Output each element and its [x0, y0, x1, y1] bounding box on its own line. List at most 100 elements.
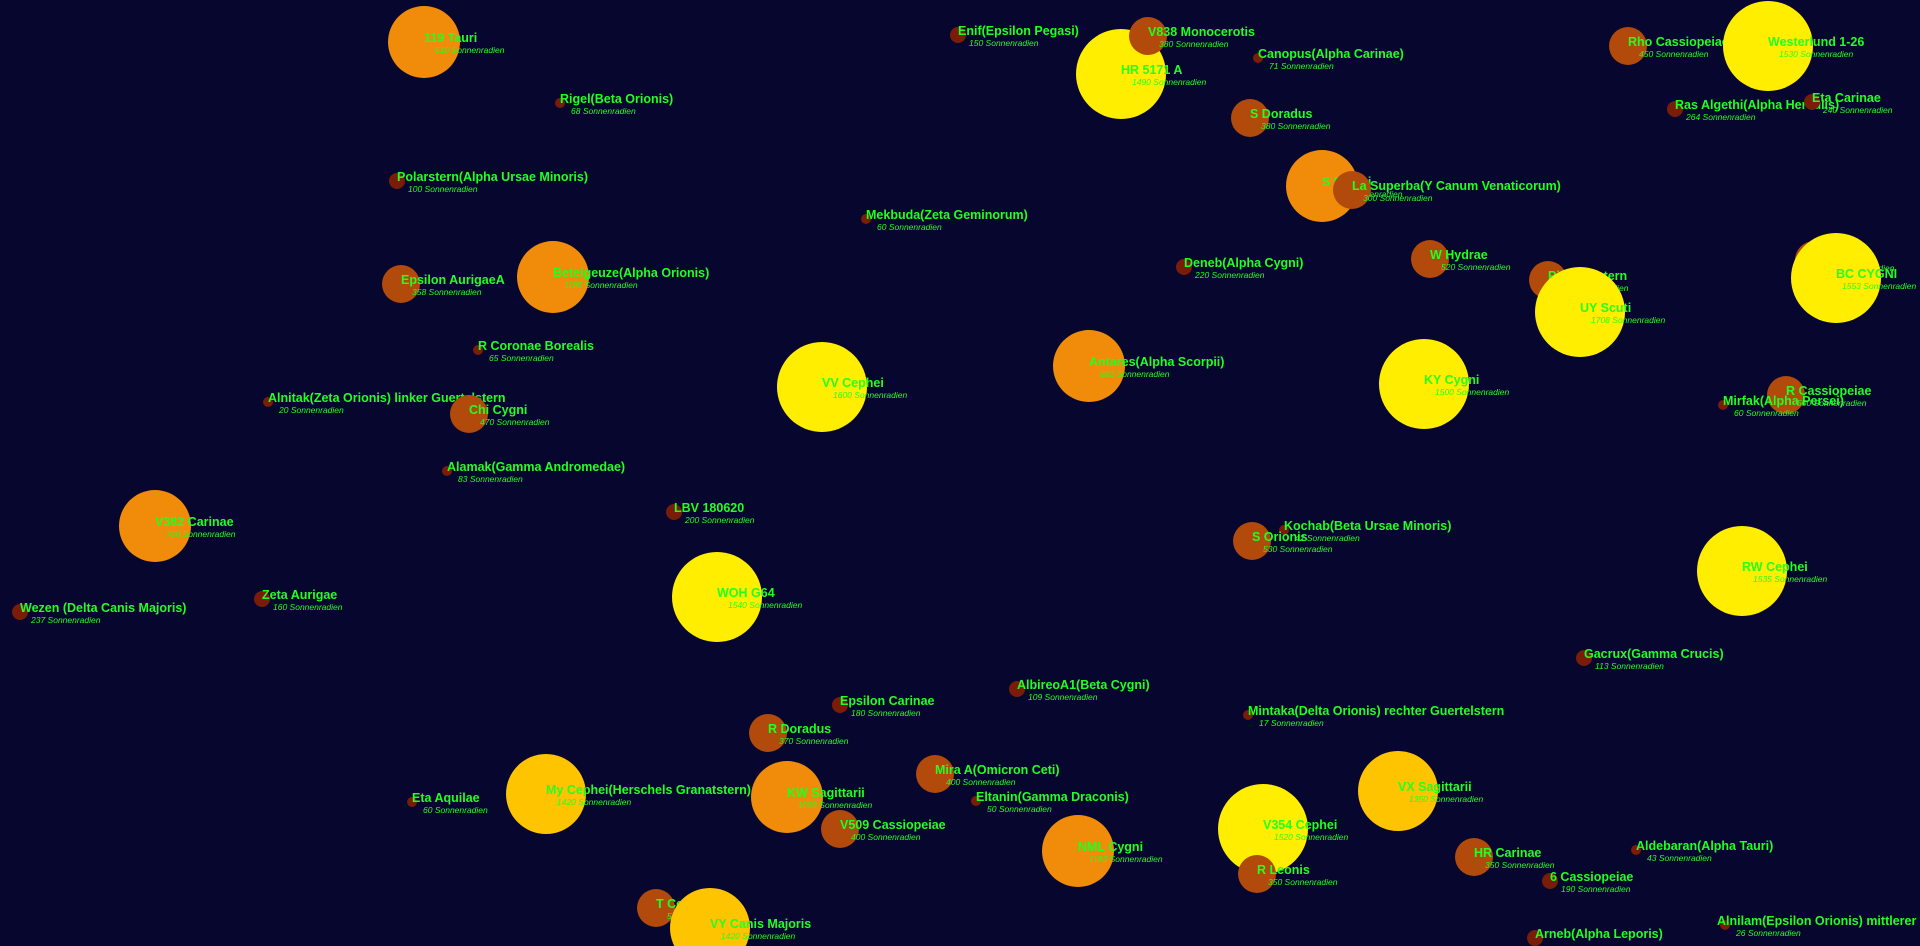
- star-disc: [389, 173, 405, 189]
- star-disc: [119, 490, 191, 562]
- star-radius-label: 113 Sonnenradien: [1595, 661, 1664, 671]
- star-name-label: Eta Carinae: [1812, 91, 1881, 105]
- star-name-label: Wezen (Delta Canis Majoris): [20, 601, 187, 615]
- star-disc: [506, 754, 586, 834]
- star-radius-label: 43 Sonnenradien: [1647, 853, 1712, 863]
- star-radius-label: 300 Sonnenradien: [1363, 193, 1433, 203]
- star-radius-label: 1350 Sonnenradien: [1409, 794, 1484, 804]
- star-name-label: Rigel(Beta Orionis): [560, 92, 674, 106]
- star-name-label: Westerlund 1-26: [1768, 35, 1865, 49]
- star-name-label: Eta Aquilae: [412, 791, 480, 805]
- star-name-label: R Coronae Borealis: [478, 339, 595, 353]
- star-name-label: Deneb(Alpha Cygni): [1184, 256, 1304, 270]
- star-name-label: S Doradus: [1250, 107, 1313, 121]
- star-radius-label: 240 Sonnenradien: [1823, 105, 1893, 115]
- star-name-label: KW Sagittarii: [787, 786, 865, 800]
- star-radius-label: 26 Sonnenradien: [1736, 928, 1801, 938]
- star-name-label: V382 Carinae: [155, 515, 234, 529]
- star-name-label: Gacrux(Gamma Crucis): [1584, 647, 1724, 661]
- star-name-label: Arneb(Alpha Leporis): [1535, 927, 1663, 941]
- star-radius-label: 220 Sonnenradien: [1195, 270, 1265, 280]
- star-disc: [1723, 1, 1813, 91]
- star-radius-label: 1183 Sonnenradien: [1089, 854, 1163, 864]
- star-name-label: HR Carinae: [1474, 846, 1542, 860]
- star-disc: [916, 755, 954, 793]
- star-radius-label: 700 Sonnenradien: [166, 529, 236, 539]
- star-name-label: Alamak(Gamma Andromedae): [447, 460, 626, 474]
- star-disc: [1718, 400, 1728, 410]
- star-name-label: Zeta Aurigae: [262, 588, 338, 602]
- star-disc: [821, 810, 859, 848]
- star-disc: [263, 397, 273, 407]
- star-radius-label: 1180 Sonnenradien: [564, 280, 638, 290]
- star-disc: [1243, 710, 1253, 720]
- star-name-label: Mekbuda(Zeta Geminorum): [866, 208, 1028, 222]
- star-disc: [1609, 27, 1647, 65]
- star-name-label: VY Canis Majoris: [710, 917, 812, 931]
- star-disc: [1667, 101, 1683, 117]
- star-disc: [1527, 930, 1543, 946]
- star-radius-label: 530 Sonnenradien: [1263, 544, 1333, 554]
- star-radius-label: 1490 Sonnenradien: [1132, 77, 1207, 87]
- star-name-label: Aldebaran(Alpha Tauri): [1636, 839, 1774, 853]
- star-disc: [1009, 681, 1025, 697]
- star-radius-label: 264 Sonnenradien: [1686, 112, 1756, 122]
- star-name-label: Mirfak(Alpha Persei): [1723, 394, 1844, 408]
- star-radius-label: 200 Sonnenradien: [685, 515, 755, 525]
- star-radius-label: 380 Sonnenradien: [1261, 121, 1331, 131]
- star-radius-label: 610 Sonnenradien: [435, 45, 505, 55]
- star-name-label: Beteigeuze(Alpha Orionis): [553, 266, 710, 280]
- star-radius-label: 42 Sonnenradien: [1295, 533, 1360, 543]
- star-name-label: Polarstern(Alpha Ursae Minoris): [397, 170, 589, 184]
- star-radius-label: 1535 Sonnenradien: [1753, 574, 1828, 584]
- star-radius-label: 500 Sonnenradien: [1797, 398, 1867, 408]
- star-disc: [1804, 94, 1820, 110]
- star-radius-label: 470 Sonnenradien: [480, 417, 550, 427]
- star-name-label: WOH G64: [717, 586, 775, 600]
- star-name-label: Alnitak(Zeta Orionis) linker Guertelster…: [268, 391, 506, 405]
- star-disc: [1053, 330, 1125, 402]
- star-radius-label: 350 Sonnenradien: [1268, 877, 1338, 887]
- star-name-label: Enif(Epsilon Pegasi): [958, 24, 1079, 38]
- star-name-label: Mira A(Omicron Ceti): [935, 763, 1060, 777]
- star-radius-label: 100 Sonnenradien: [408, 184, 478, 194]
- star-disc: [1358, 751, 1438, 831]
- star-disc: [450, 395, 488, 433]
- star-radius-label: 883 Sonnenradien: [1100, 369, 1170, 379]
- star-disc: [1333, 171, 1371, 209]
- star-disc: [1455, 838, 1493, 876]
- star-disc: [1576, 650, 1592, 666]
- star-name-label: Canopus(Alpha Carinae): [1258, 47, 1404, 61]
- star-disc: [1631, 845, 1641, 855]
- star-disc: [1176, 259, 1192, 275]
- star-radius-label: 71 Sonnenradien: [1269, 61, 1334, 71]
- star-radius-label: 380 Sonnenradien: [1159, 39, 1229, 49]
- star-radius-label: 400 Sonnenradien: [851, 832, 921, 842]
- star-disc: [1129, 17, 1167, 55]
- star-disc: [670, 888, 750, 946]
- star-radius-label: 520 Sonnenradien: [1441, 262, 1511, 272]
- star-radius-label: 60 Sonnenradien: [1734, 408, 1799, 418]
- star-name-label: Rho Cassiopeiae: [1628, 35, 1729, 49]
- star-radius-label: 358 Sonnenradien: [412, 287, 482, 297]
- star-name-label: LBV 180620: [674, 501, 745, 515]
- star-disc: [672, 552, 762, 642]
- star-disc: [777, 342, 867, 432]
- star-name-label: Antares(Alpha Scorpii): [1089, 355, 1225, 369]
- star-disc: [971, 796, 981, 806]
- star-name-label: NML Cygni: [1078, 840, 1144, 854]
- star-disc: [442, 466, 452, 476]
- star-radius-label: 350 Sonnenradien: [1485, 860, 1555, 870]
- star-name-label: Epsilon AurigaeA: [401, 273, 505, 287]
- star-radius-label: 237 Sonnenradien: [31, 615, 101, 625]
- star-radius-label: 20 Sonnenradien: [279, 405, 344, 415]
- star-name-label: W Hydrae: [1430, 248, 1488, 262]
- star-radius-label: 1009 Sonnenradien: [798, 800, 873, 810]
- star-radius-label: 1553 Sonnenradien: [1842, 281, 1917, 291]
- star-name-label: AlbireoA1(Beta Cygni): [1017, 678, 1150, 692]
- star-disc: [1231, 99, 1269, 137]
- star-radius-label: 1708 Sonnenradien: [1591, 315, 1666, 325]
- star-disc: [751, 761, 823, 833]
- star-disc: [1542, 873, 1558, 889]
